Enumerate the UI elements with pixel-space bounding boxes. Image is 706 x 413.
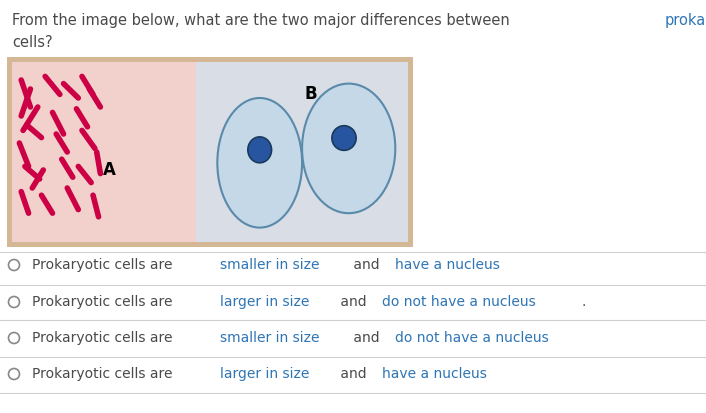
- Text: have a nucleus: have a nucleus: [395, 258, 500, 272]
- FancyBboxPatch shape: [7, 57, 413, 247]
- Ellipse shape: [248, 137, 272, 163]
- Text: have a nucleus: have a nucleus: [382, 367, 486, 381]
- Text: From the image below, what are the two major differences between: From the image below, what are the two m…: [12, 13, 515, 28]
- Text: Prokaryotic cells are: Prokaryotic cells are: [32, 295, 177, 309]
- Text: smaller in size: smaller in size: [220, 258, 320, 272]
- Text: do not have a nucleus: do not have a nucleus: [395, 331, 549, 345]
- FancyBboxPatch shape: [12, 62, 196, 242]
- Text: and: and: [349, 258, 384, 272]
- Ellipse shape: [217, 98, 302, 228]
- Text: and: and: [349, 331, 384, 345]
- Ellipse shape: [302, 83, 395, 213]
- Text: and: and: [336, 295, 371, 309]
- Text: Prokaryotic cells are: Prokaryotic cells are: [32, 367, 177, 381]
- Text: cells?: cells?: [12, 35, 53, 50]
- Text: larger in size: larger in size: [220, 295, 309, 309]
- Ellipse shape: [332, 126, 356, 150]
- Text: B: B: [304, 85, 317, 103]
- Text: Prokaryotic cells are: Prokaryotic cells are: [32, 258, 177, 272]
- FancyBboxPatch shape: [196, 62, 408, 242]
- Text: A: A: [103, 161, 116, 179]
- Text: Prokaryotic cells are: Prokaryotic cells are: [32, 331, 177, 345]
- Text: larger in size: larger in size: [220, 367, 309, 381]
- Text: and: and: [336, 367, 371, 381]
- Text: do not have a nucleus: do not have a nucleus: [382, 295, 535, 309]
- Text: smaller in size: smaller in size: [220, 331, 320, 345]
- Text: prokaryotic: prokaryotic: [664, 13, 706, 28]
- Text: .: .: [581, 295, 586, 309]
